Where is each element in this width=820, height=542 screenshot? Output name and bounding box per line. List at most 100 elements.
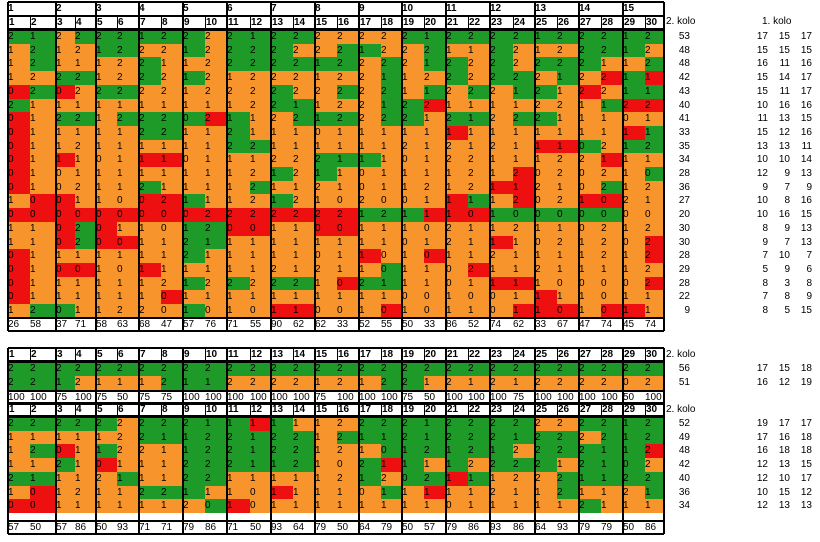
- result-cell[interactable]: 0: [183, 153, 205, 167]
- success-percent[interactable]: 86: [205, 521, 227, 534]
- success-percent[interactable]: 52: [359, 318, 381, 331]
- result-cell[interactable]: 2: [535, 458, 557, 472]
- result-cell[interactable]: 2: [227, 57, 250, 71]
- result-cell[interactable]: 1: [623, 153, 645, 167]
- result-cell[interactable]: 1: [315, 194, 337, 208]
- result-cell[interactable]: 2: [293, 444, 315, 458]
- result-cell[interactable]: 0: [205, 499, 227, 513]
- result-cell[interactable]: 1: [513, 304, 535, 318]
- result-cell[interactable]: 1: [359, 208, 381, 222]
- result-cell[interactable]: 1: [381, 290, 402, 304]
- result-cell[interactable]: 2: [468, 417, 490, 431]
- result-cell[interactable]: 0: [56, 222, 75, 236]
- result-cell[interactable]: 1: [623, 304, 645, 318]
- result-cell[interactable]: 1: [359, 290, 381, 304]
- player-header-25[interactable]: 25: [535, 348, 557, 361]
- result-cell[interactable]: 2: [337, 112, 359, 126]
- result-cell[interactable]: 1: [535, 499, 557, 513]
- result-cell[interactable]: 1: [227, 290, 250, 304]
- result-cell[interactable]: 0: [381, 304, 402, 318]
- result-cell[interactable]: 2: [250, 167, 271, 181]
- result-cell[interactable]: 2: [117, 44, 139, 57]
- result-cell[interactable]: 1: [468, 304, 490, 318]
- result-cell[interactable]: 1: [381, 153, 402, 167]
- result-cell[interactable]: 1: [205, 376, 227, 390]
- result-cell[interactable]: 2: [117, 304, 139, 318]
- result-cell[interactable]: 1: [623, 499, 645, 513]
- result-cell[interactable]: 2: [227, 362, 250, 376]
- result-cell[interactable]: 2: [315, 263, 337, 277]
- result-cell[interactable]: 1: [623, 85, 645, 99]
- result-cell[interactable]: 2: [293, 167, 315, 181]
- result-cell[interactable]: 1: [402, 126, 424, 140]
- player-header-27[interactable]: 27: [579, 16, 601, 29]
- result-cell[interactable]: 2: [645, 362, 664, 376]
- result-cell[interactable]: 2: [468, 85, 490, 99]
- result-cell[interactable]: 1: [315, 99, 337, 112]
- result-cell[interactable]: 1: [402, 85, 424, 99]
- result-cell[interactable]: 2: [75, 181, 96, 194]
- result-cell[interactable]: 2: [293, 112, 315, 126]
- result-cell[interactable]: 1: [337, 153, 359, 167]
- result-cell[interactable]: 1: [513, 376, 535, 390]
- result-cell[interactable]: 1: [56, 44, 75, 57]
- result-cell[interactable]: 0: [446, 499, 468, 513]
- player-header-8[interactable]: 8: [161, 348, 183, 361]
- result-cell[interactable]: 1: [96, 112, 117, 126]
- result-cell[interactable]: 0: [601, 290, 623, 304]
- result-cell[interactable]: 2: [513, 194, 535, 208]
- result-cell[interactable]: 2: [293, 362, 315, 376]
- result-cell[interactable]: 1: [535, 153, 557, 167]
- result-cell[interactable]: 1: [183, 277, 205, 290]
- result-cell[interactable]: 2: [579, 71, 601, 85]
- result-cell[interactable]: 1: [8, 431, 30, 444]
- success-percent[interactable]: 100: [535, 391, 557, 404]
- result-cell[interactable]: 1: [75, 153, 96, 167]
- result-cell[interactable]: 1: [579, 194, 601, 208]
- player-header-3[interactable]: 3: [56, 16, 75, 29]
- result-cell[interactable]: 1: [424, 431, 446, 444]
- result-cell[interactable]: 1: [490, 99, 513, 112]
- result-cell[interactable]: 2: [271, 376, 293, 390]
- result-cell[interactable]: 0: [579, 277, 601, 290]
- result-cell[interactable]: 1: [250, 112, 271, 126]
- result-cell[interactable]: 2: [359, 99, 381, 112]
- result-cell[interactable]: 2: [424, 44, 446, 57]
- result-cell[interactable]: 2: [623, 472, 645, 486]
- result-cell[interactable]: 2: [96, 417, 117, 431]
- player-header-10[interactable]: 10: [205, 348, 227, 361]
- result-cell[interactable]: 1: [601, 263, 623, 277]
- success-percent[interactable]: 86: [75, 521, 96, 534]
- result-cell[interactable]: 0: [402, 290, 424, 304]
- success-percent[interactable]: 100: [205, 391, 227, 404]
- result-cell[interactable]: 1: [56, 472, 75, 486]
- result-cell[interactable]: 1: [535, 486, 557, 499]
- result-cell[interactable]: 1: [381, 167, 402, 181]
- result-cell[interactable]: 1: [557, 181, 579, 194]
- result-cell[interactable]: 2: [271, 362, 293, 376]
- result-cell[interactable]: 0: [30, 499, 56, 513]
- result-cell[interactable]: 1: [250, 236, 271, 249]
- result-cell[interactable]: 1: [513, 181, 535, 194]
- result-cell[interactable]: 1: [623, 222, 645, 236]
- result-cell[interactable]: 1: [315, 444, 337, 458]
- result-cell[interactable]: 1: [30, 222, 56, 236]
- player-header-19[interactable]: 19: [402, 348, 424, 361]
- result-cell[interactable]: 2: [557, 99, 579, 112]
- result-cell[interactable]: 1: [161, 140, 183, 153]
- result-cell[interactable]: 2: [315, 30, 337, 44]
- result-cell[interactable]: 2: [601, 431, 623, 444]
- result-cell[interactable]: 2: [402, 30, 424, 44]
- result-cell[interactable]: 1: [139, 263, 161, 277]
- result-cell[interactable]: 1: [490, 444, 513, 458]
- result-cell[interactable]: 2: [30, 376, 56, 390]
- result-cell[interactable]: 2: [490, 417, 513, 431]
- result-cell[interactable]: 0: [623, 277, 645, 290]
- result-cell[interactable]: 0: [117, 194, 139, 208]
- player-header-18[interactable]: 18: [381, 16, 402, 29]
- result-cell[interactable]: 2: [205, 362, 227, 376]
- result-cell[interactable]: 1: [645, 85, 664, 99]
- result-cell[interactable]: 0: [359, 181, 381, 194]
- result-cell[interactable]: 0: [96, 153, 117, 167]
- result-cell[interactable]: 1: [468, 236, 490, 249]
